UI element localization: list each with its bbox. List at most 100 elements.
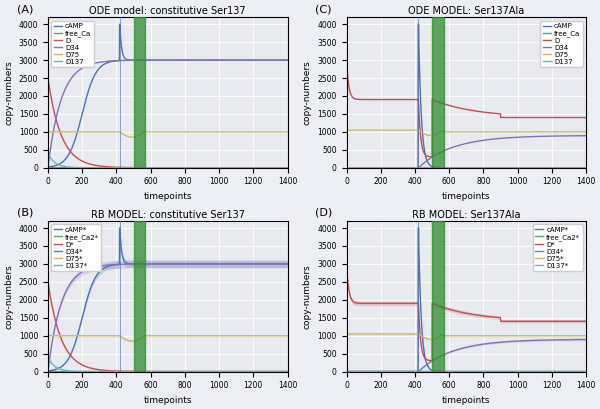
D [578, 115, 585, 120]
free_Ca2* [552, 369, 559, 374]
cAMP* [552, 369, 559, 374]
free_Ca [552, 165, 559, 170]
D137* [370, 369, 377, 374]
Title: ODE MODEL: Ser137Ala: ODE MODEL: Ser137Ala [408, 6, 524, 16]
D137 [279, 165, 286, 170]
D75 [71, 129, 79, 134]
D137* [284, 369, 291, 374]
D34 [552, 134, 559, 139]
D137* [583, 369, 590, 374]
Y-axis label: copy-numbers: copy-numbers [4, 264, 13, 328]
cAMP* [415, 225, 422, 230]
cAMP [552, 165, 559, 170]
D* [445, 307, 452, 312]
D75 [435, 130, 442, 135]
D [435, 100, 442, 105]
D137 [578, 165, 585, 170]
Bar [432, 17, 444, 168]
D75* [280, 333, 287, 338]
free_Ca [445, 165, 452, 170]
Line: cAMP: cAMP [347, 24, 586, 168]
D* [279, 369, 286, 374]
Bar [134, 17, 145, 168]
cAMP [86, 85, 93, 90]
D137 [445, 165, 452, 170]
D* [428, 358, 436, 363]
D34 [578, 133, 585, 138]
free_Ca [284, 165, 291, 170]
D75* [552, 333, 559, 338]
D75 [385, 128, 392, 133]
Line: cAMP*: cAMP* [347, 228, 586, 371]
D [343, 58, 350, 63]
D* [86, 365, 93, 370]
free_Ca [578, 165, 585, 170]
free_Ca2* [146, 369, 154, 374]
D34 [279, 58, 286, 63]
D [86, 162, 93, 166]
D137 [435, 165, 442, 170]
free_Ca [370, 165, 377, 170]
cAMP [136, 58, 143, 63]
cAMP* [385, 369, 392, 374]
D75* [435, 334, 442, 339]
D75* [445, 333, 452, 338]
free_Ca [343, 165, 350, 170]
cAMP [385, 165, 392, 170]
free_Ca [71, 165, 79, 170]
D137 [370, 165, 377, 170]
D75* [71, 333, 79, 338]
D [552, 115, 559, 120]
D* [385, 301, 392, 306]
cAMP [280, 58, 287, 63]
X-axis label: timepoints: timepoints [143, 192, 192, 201]
free_Ca2* [370, 369, 377, 374]
cAMP [44, 164, 52, 169]
Text: (C): (C) [316, 4, 332, 14]
free_Ca [583, 165, 590, 170]
free_Ca2* [385, 369, 392, 374]
cAMP [71, 137, 79, 142]
Title: RB MODEL: Ser137Ala: RB MODEL: Ser137Ala [412, 210, 521, 220]
D [428, 155, 436, 160]
free_Ca2* [445, 369, 452, 374]
D137* [86, 369, 93, 374]
Line: D34*: D34* [48, 264, 287, 371]
cAMP* [116, 225, 123, 230]
cAMP [284, 58, 291, 63]
Legend: cAMP*, free_Ca2*, D*, D34*, D75*, D137*: cAMP*, free_Ca2*, D*, D34*, D75*, D137* [52, 224, 101, 271]
D* [578, 319, 585, 324]
Text: (D): (D) [316, 208, 332, 218]
D34 [370, 165, 377, 170]
free_Ca2* [578, 369, 585, 374]
free_Ca [86, 165, 93, 170]
D75* [146, 333, 154, 338]
free_Ca [146, 165, 154, 170]
X-axis label: timepoints: timepoints [143, 396, 192, 405]
cAMP* [284, 261, 291, 266]
D75* [343, 331, 350, 336]
D75 [578, 129, 585, 134]
Bar [432, 221, 444, 371]
cAMP* [71, 340, 79, 345]
D137 [146, 165, 154, 170]
D* [71, 358, 79, 363]
D137* [253, 369, 260, 374]
cAMP [583, 165, 590, 170]
D [279, 165, 286, 170]
Line: cAMP*: cAMP* [48, 228, 287, 371]
D* [146, 369, 154, 374]
D137* [552, 369, 559, 374]
D137* [44, 355, 52, 360]
Line: D75: D75 [48, 132, 287, 137]
cAMP [445, 165, 452, 170]
free_Ca2* [86, 369, 93, 374]
D34* [385, 369, 392, 374]
D34 [146, 58, 154, 63]
D34 [136, 58, 143, 63]
D [71, 154, 79, 159]
Y-axis label: copy-numbers: copy-numbers [303, 264, 312, 328]
X-axis label: timepoints: timepoints [442, 396, 491, 405]
D [44, 76, 52, 81]
Line: cAMP: cAMP [48, 24, 287, 167]
